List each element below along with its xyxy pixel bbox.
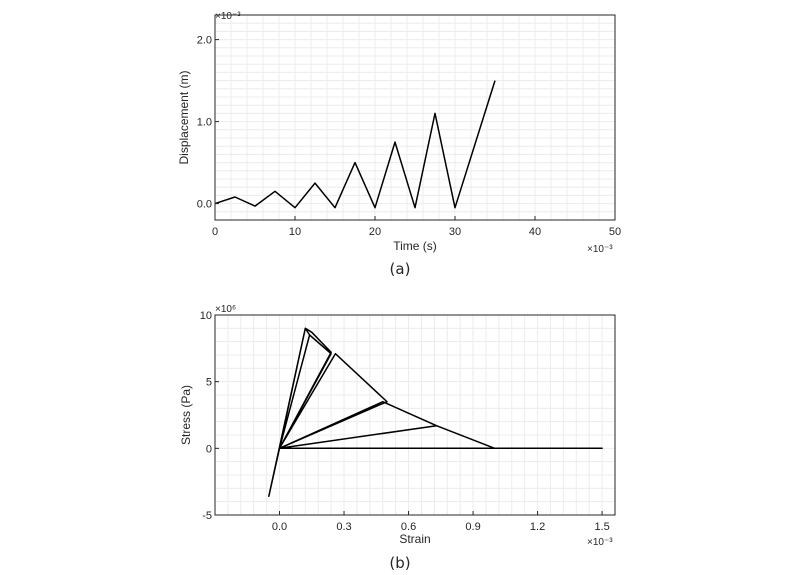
- ticks-b: 0.0 0.3 0.6 0.9 1.2 1.5 -5 0 5 10: [200, 310, 610, 533]
- x-tick-label: 0.9: [465, 521, 480, 533]
- y-axis-label-b: Stress (Pa): [179, 385, 193, 445]
- x-tick-label: 0: [212, 226, 218, 238]
- ticks-a: 0 10 20 30 40 50 0.0 1.0 2.0: [197, 35, 621, 238]
- y-tick-label: -5: [202, 510, 212, 522]
- y-axis-label-a: Displacement (m): [177, 70, 191, 164]
- caption-b: (b): [389, 554, 410, 572]
- y-tick-label: 5: [206, 377, 212, 389]
- y-tick-label: 0.0: [197, 199, 212, 211]
- chart-b: 0.0 0.3 0.6 0.9 1.2 1.5 -5 0 5 10 ×10⁶ ×10⁻³ Stra…: [179, 304, 616, 572]
- y-tick-label: 2.0: [197, 35, 212, 47]
- axes-frame-b: [214, 314, 616, 516]
- x-tick-label: 40: [529, 226, 541, 238]
- caption-a: (a): [390, 260, 411, 278]
- y-tick-label: 0: [206, 443, 212, 455]
- y-tick-label: 10: [200, 310, 212, 322]
- series-line-b: [268, 327, 603, 498]
- x-axis-label-a: Time (s): [393, 239, 437, 253]
- x-tick-label: 1.2: [530, 521, 545, 533]
- axes-frame-a: [214, 14, 616, 221]
- x-tick-label: 30: [449, 226, 461, 238]
- grid-a: [214, 14, 616, 221]
- x-tick-label: 1.5: [594, 521, 609, 533]
- y-multiplier-b: ×10⁶: [215, 304, 236, 315]
- x-tick-label: 10: [289, 226, 301, 238]
- x-multiplier-a: ×10⁻³: [587, 244, 613, 255]
- x-tick-label: 0.3: [336, 521, 351, 533]
- x-axis-label-b: Strain: [399, 532, 430, 546]
- x-tick-label: 50: [609, 226, 621, 238]
- x-tick-label: 20: [369, 226, 381, 238]
- y-multiplier-a: ×10⁻³: [215, 11, 241, 22]
- y-tick-label: 1.0: [197, 117, 212, 129]
- series-line-a: [214, 80, 496, 209]
- grid-b: [214, 314, 616, 516]
- chart-a: 0 10 20 30 40 50 0.0 1.0 2.0 ×10⁻³ ×10⁻³ Time (s…: [177, 11, 621, 278]
- x-tick-label: 0.6: [401, 521, 416, 533]
- x-tick-label: 0.0: [272, 521, 287, 533]
- x-multiplier-b: ×10⁻³: [587, 537, 613, 548]
